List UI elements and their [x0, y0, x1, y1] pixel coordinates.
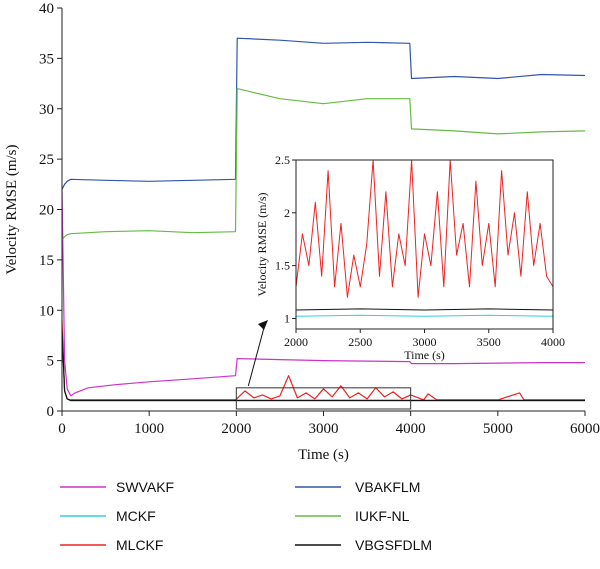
inset-y-axis-title: Velocity RMSE (m/s) [255, 192, 269, 296]
main-series-line-vbgsfdlm [62, 330, 585, 401]
inset-x-axis-title: Time (s) [404, 348, 445, 362]
main-series-line-iukf-nl [62, 87, 585, 241]
inset-y-tick-label: 2 [284, 206, 290, 220]
main-y-tick-label: 25 [39, 152, 54, 168]
inset-plot-background [296, 160, 553, 329]
main-series-line-swvakf [62, 189, 585, 397]
main-series-line-mlckf [62, 320, 585, 401]
main-y-tick-label: 20 [39, 203, 54, 219]
main-x-tick-label: 3000 [309, 421, 339, 437]
main-y-tick-label: 40 [39, 1, 54, 17]
legend-label-vbgsfdlm: VBGSFDLM [355, 537, 432, 553]
main-x-tick-label: 4000 [396, 421, 426, 437]
zoom-box [235, 320, 412, 410]
main-series-group [62, 37, 585, 402]
main-x-tick-label: 5000 [483, 421, 513, 437]
main-x-axis-title: Time (s) [298, 447, 349, 463]
legend-label-vbakflm: VBAKFLM [355, 479, 420, 495]
inset-series-line-vbgsfdlm [296, 308, 553, 311]
inset-series-group [296, 160, 553, 317]
main-x-tick-label: 2000 [221, 421, 251, 437]
main-y-tick-label: 15 [39, 253, 54, 269]
inset-x-tick-label: 2500 [348, 335, 372, 349]
main-y-tick-label: 10 [39, 303, 54, 319]
inset-x-tick-label: 2000 [284, 335, 308, 349]
inset-series-line-mlckf [296, 160, 553, 298]
inset-y-tick-label: 1 [284, 311, 290, 325]
main-y-axis-title: Velocity RMSE (m/s) [4, 144, 20, 274]
inset-x-tick-label: 3000 [413, 335, 437, 349]
legend-label-swvakf: SWVAKF [116, 479, 174, 495]
zoom-arrow-line [247, 323, 266, 386]
main-x-tick-label: 1000 [134, 421, 164, 437]
main-y-tick-label: 35 [39, 51, 54, 67]
legend-label-mckf: MCKF [116, 508, 156, 524]
inset-y-tick-label: 2.5 [275, 153, 290, 167]
main-x-tick-label: 0 [58, 421, 66, 437]
legend-label-iukf-nl: IUKF-NL [355, 508, 410, 524]
legend-label-mlckf: MLCKF [116, 537, 163, 553]
inset-x-tick-label: 4000 [541, 335, 565, 349]
main-y-tick-label: 0 [47, 404, 55, 420]
main-y-tick-label: 30 [39, 102, 54, 118]
inset-x-tick-label: 3500 [477, 335, 501, 349]
inset-series-line-mckf [296, 314, 553, 317]
main-x-tick-label: 6000 [570, 421, 600, 437]
main-y-tick-label: 5 [47, 354, 55, 370]
main-series-line-vbakflm [62, 37, 585, 190]
inset-plot: 2000 2500 3000 3500 4000 1 1.5 2 2.5 Time (s) Velo… [255, 153, 565, 362]
zoom-arrow-head [258, 320, 268, 330]
zoom-region-box [235, 387, 412, 410]
legend: SWVAKF VBAKFLM MCKF IUKF-NL MLCKF VBGSFDLM [60, 479, 432, 553]
inset-y-tick-label: 1.5 [275, 259, 290, 273]
